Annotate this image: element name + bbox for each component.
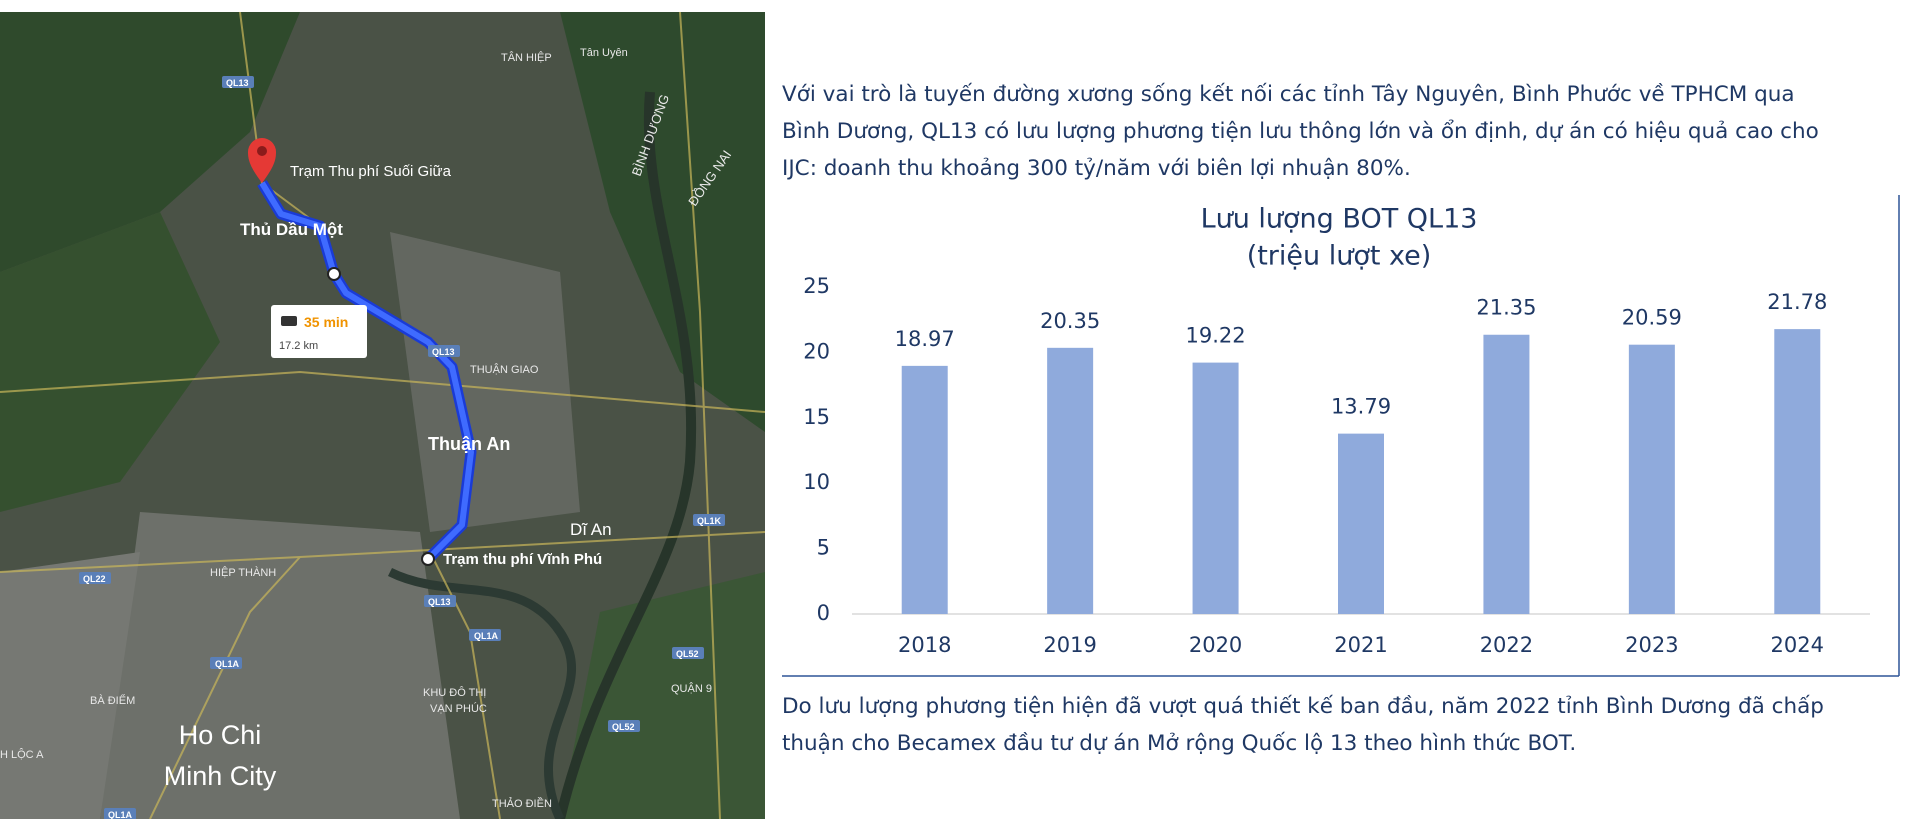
map-label: Thuận An [428,434,510,454]
map-label: Thủ Dầu Một [240,220,343,239]
x-tick-label: 2020 [1189,633,1242,657]
bar [1483,334,1530,614]
bar [1774,329,1821,614]
y-tick-label: 20 [803,339,830,363]
map-label: H LỘC A [0,748,44,761]
bar [901,365,948,614]
map-label: QL52 [612,722,635,732]
map-label: Trạm Thu phí Suối Giữa [290,163,452,180]
x-tick-label: 2024 [1771,633,1824,657]
text-line: Do lưu lượng phương tiện hiện đã vượt qu… [782,694,1824,719]
map-label: Tân Uyên [580,47,628,59]
x-tick-label: 2021 [1334,633,1387,657]
y-tick-label: 10 [803,470,830,494]
map-label: THẢO ĐIỀN [492,797,552,810]
map-label: Ho Chi [179,720,262,750]
text-line: Với vai trò là tuyến đường xương sống kế… [782,82,1795,107]
map-label: QL1A [108,810,133,819]
map-label: Dĩ An [570,520,612,539]
text-line: IJC: doanh thu khoảng 300 tỷ/năm với biê… [782,156,1411,181]
map-label: QL1A [215,659,240,669]
value-label: 20.59 [1622,306,1682,330]
x-tick-label: 2019 [1043,633,1096,657]
bar [1628,344,1675,614]
y-tick-label: 5 [817,536,830,560]
text-line: Bình Dương, QL13 có lưu lượng phương tiệ… [782,119,1819,144]
chart-title: Lưu lượng BOT QL13 [1201,204,1478,235]
paragraph: Với vai trò là tuyến đường xương sống kế… [782,76,1819,187]
map-label: QL52 [676,649,699,659]
x-tick-label: 2022 [1480,633,1533,657]
map-label: QL13 [226,78,249,88]
map-label: QL1K [697,516,722,526]
map-label: QL13 [428,597,451,607]
bar [1047,347,1094,614]
map-label: QUẬN 9 [671,682,712,695]
value-label: 21.35 [1476,296,1536,320]
bar [1192,362,1239,614]
map-label: BÀ ĐIỂM [90,694,135,707]
value-label: 19.22 [1186,324,1246,348]
chart: Lưu lượng BOT QL13 (triệu lượt xe) 0 5 10 1… [782,195,1900,677]
map-label: Trạm thu phí Vĩnh Phú [443,551,602,568]
value-label: 13.79 [1331,395,1391,419]
map-label: QL13 [432,347,455,357]
map-label: VẠN PHÚC [430,702,487,715]
map-label: 35 min [304,314,348,330]
map-label: QL1A [474,631,499,641]
map-label: TÂN HIỆP [501,51,552,64]
map-label: 17.2 km [279,340,318,352]
value-label: 20.35 [1040,309,1100,333]
map-label: HIỆP THÀNH [210,566,276,579]
map-label: KHU ĐÔ THỊ [423,686,486,699]
x-tick-label: 2023 [1625,633,1678,657]
map-label: THUẬN GIAO [470,363,539,376]
y-tick-label: 0 [817,601,830,625]
map-label: Minh City [164,761,277,791]
value-label: 21.78 [1767,290,1827,314]
text-line: thuận cho Becamex đầu tư dự án Mở rộng Q… [782,731,1577,756]
bar [1338,433,1384,614]
x-tick-label: 2018 [898,633,951,657]
paragraph: Do lưu lượng phương tiện hiện đã vượt qu… [782,688,1824,762]
map: 35 min 17.2 km TÂN HIỆP Tân Uyên QL13 Tr… [0,12,765,819]
value-label: 18.97 [895,327,955,351]
chart-subtitle: (triệu lượt xe) [1247,241,1432,272]
map-label: QL22 [83,574,106,584]
y-tick-label: 25 [803,274,830,298]
y-tick-label: 15 [803,405,830,429]
